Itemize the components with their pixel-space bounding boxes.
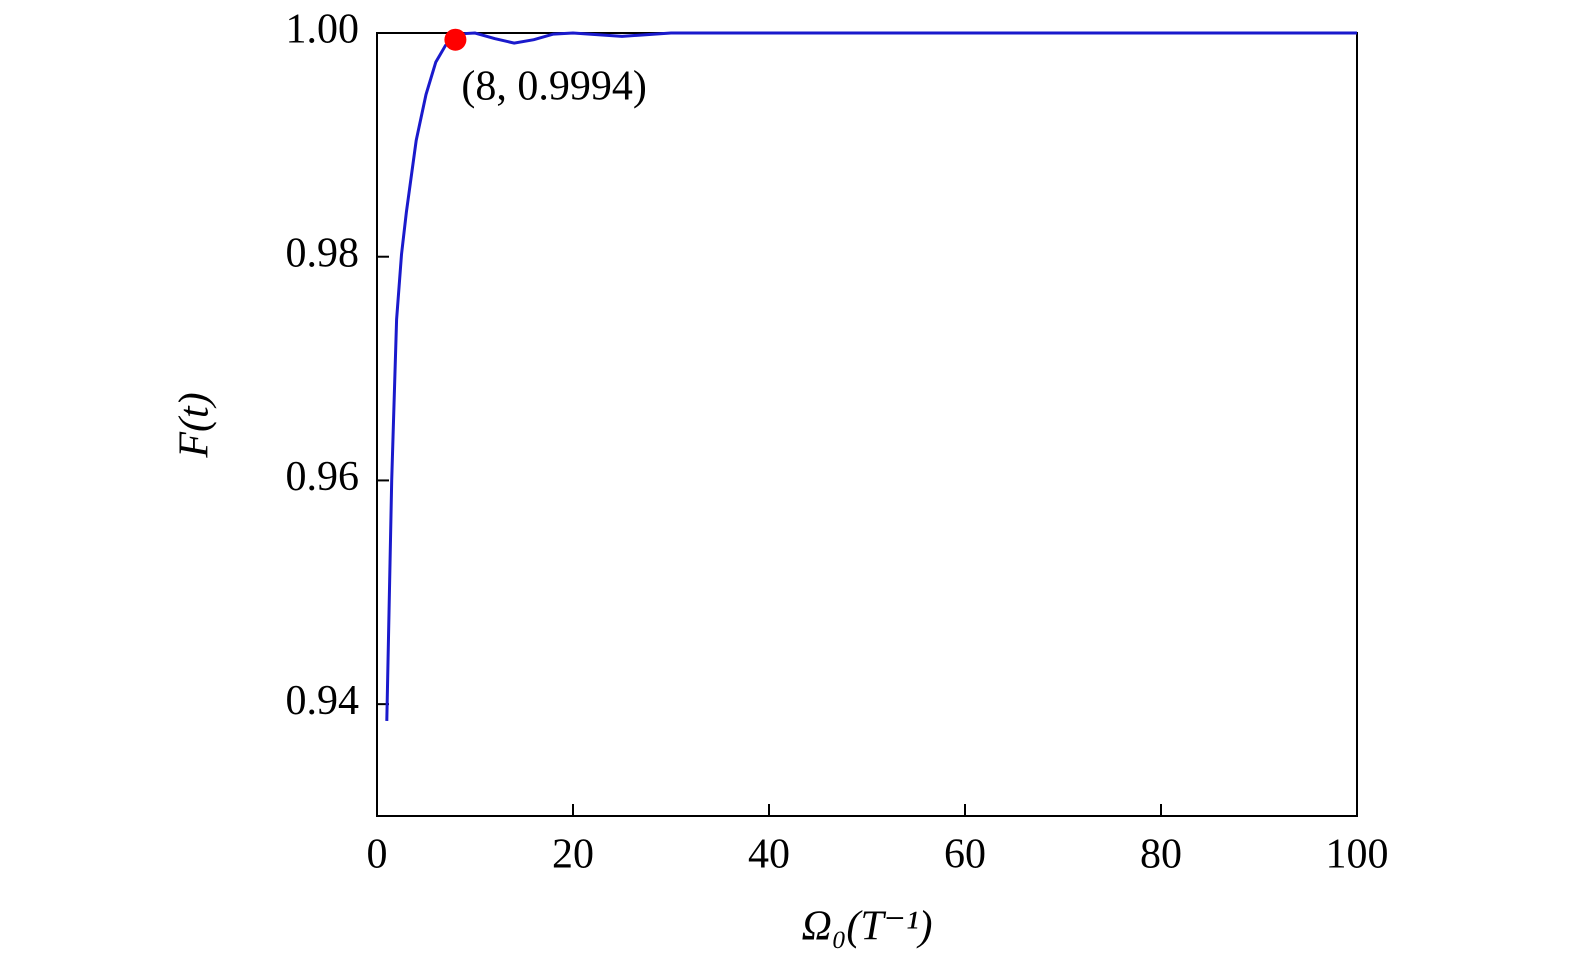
x-tick-label: 0 xyxy=(367,832,388,878)
x-tick-label: 60 xyxy=(944,832,986,878)
x-tick-label: 100 xyxy=(1326,832,1389,878)
x-axis-label: Ω₀(T⁻¹) xyxy=(801,904,932,950)
highlight-point xyxy=(444,28,467,51)
plot-frame xyxy=(376,32,1358,817)
line xyxy=(385,31,1357,721)
y-tick-label: 0.98 xyxy=(286,230,360,276)
y-tick-label: 0.96 xyxy=(286,454,360,500)
x-tick-label: 40 xyxy=(748,832,790,878)
x-tick-label: 20 xyxy=(552,832,594,878)
y-tick-label: 0.94 xyxy=(286,678,360,724)
y-tick-label: 1.00 xyxy=(286,7,360,53)
y-axis-label: F(t) xyxy=(172,392,218,458)
point-annotation: (8, 0.9994) xyxy=(461,63,646,109)
x-tick-label: 80 xyxy=(1140,832,1182,878)
